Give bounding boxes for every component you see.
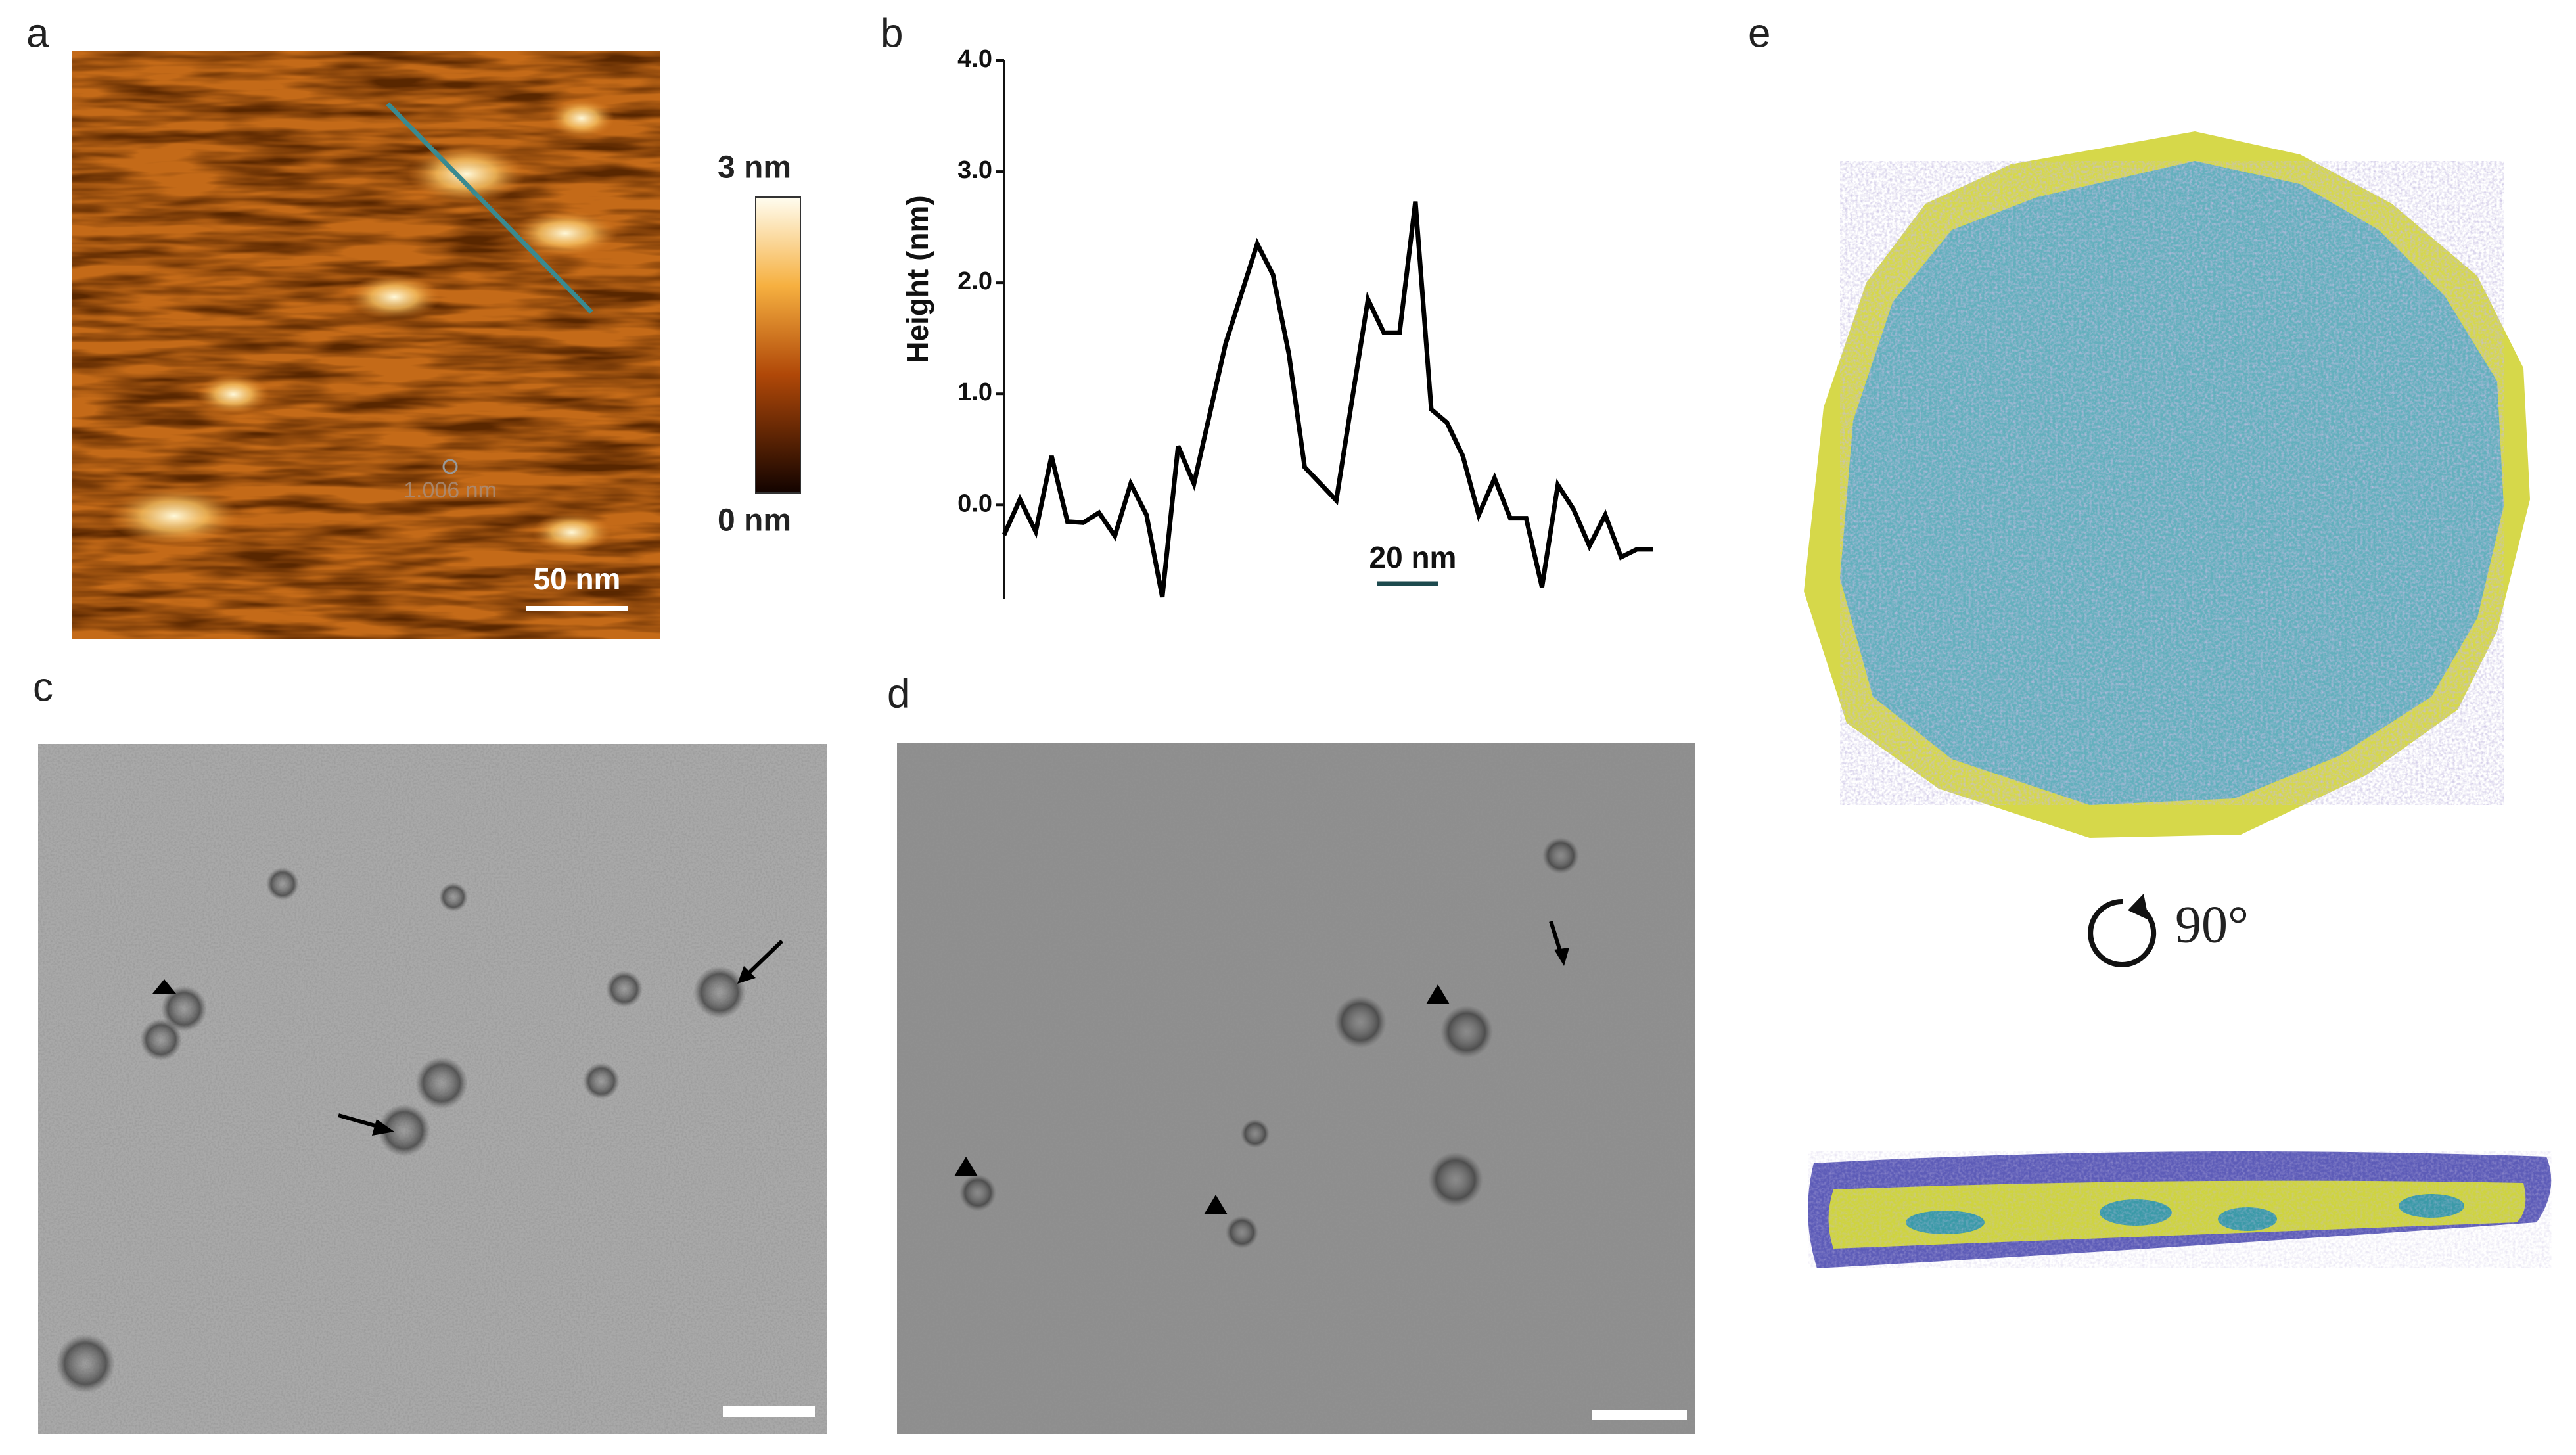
profile-line bbox=[386, 102, 593, 314]
disc-texture bbox=[1840, 161, 2504, 805]
colorbar bbox=[755, 196, 801, 494]
panel-label: c bbox=[33, 664, 53, 710]
scale-bar bbox=[526, 606, 628, 611]
y-tick-label: 3.0 bbox=[957, 156, 992, 184]
scale-bar bbox=[723, 1406, 815, 1417]
arrow-head bbox=[372, 1119, 394, 1136]
arrowhead bbox=[954, 1157, 978, 1176]
arrow-head bbox=[737, 966, 756, 984]
profile-line bbox=[1001, 201, 1653, 598]
arrowhead bbox=[152, 979, 176, 994]
colorbar-max: 3 nm bbox=[718, 150, 791, 185]
rotation-label: 90° bbox=[2175, 896, 2249, 954]
arrowhead bbox=[1426, 984, 1450, 1004]
cursor-label: 1.006 nm bbox=[403, 478, 497, 503]
y-tick-label: 0.0 bbox=[957, 490, 992, 517]
afm-features bbox=[108, 99, 618, 552]
arrow bbox=[1549, 921, 1563, 954]
y-tick-label: 4.0 bbox=[957, 45, 992, 73]
panel-label: d bbox=[887, 671, 909, 716]
profile-chart: b Height (nm) 20 nm 0.0 1.0 2.0 3.0 4.0 bbox=[881, 11, 1653, 599]
y-axis-label: Height (nm) bbox=[900, 195, 934, 363]
tem-panel-d: d bbox=[887, 671, 1695, 1434]
colorbar-min: 0 nm bbox=[718, 503, 791, 538]
arrowhead bbox=[1204, 1195, 1228, 1214]
scale-bar-label: 20 nm bbox=[1369, 540, 1457, 574]
panel-label: a bbox=[26, 11, 49, 56]
arrow bbox=[744, 939, 784, 978]
y-tick-label: 2.0 bbox=[957, 267, 992, 295]
scale-bar bbox=[1592, 1410, 1687, 1420]
rotation-arrow bbox=[2088, 898, 2157, 967]
panel-label: b bbox=[881, 11, 903, 56]
cursor bbox=[442, 459, 458, 474]
tem-particles bbox=[56, 867, 746, 1393]
rotation-arrowhead bbox=[2128, 894, 2149, 920]
y-tick-label: 1.0 bbox=[957, 379, 992, 406]
model-panel: e 90° bbox=[1748, 11, 2552, 1268]
tem-panel-c: c bbox=[33, 664, 827, 1434]
afm-panel: a 1.006 nm 50 nm 3 nm 0 nm bbox=[26, 11, 801, 639]
tem-particles bbox=[959, 837, 1579, 1249]
panel-label: e bbox=[1748, 11, 1770, 56]
slab-texture bbox=[1808, 1151, 2552, 1268]
scale-bar-label: 50 nm bbox=[534, 562, 621, 596]
arrow-head bbox=[1554, 948, 1569, 966]
